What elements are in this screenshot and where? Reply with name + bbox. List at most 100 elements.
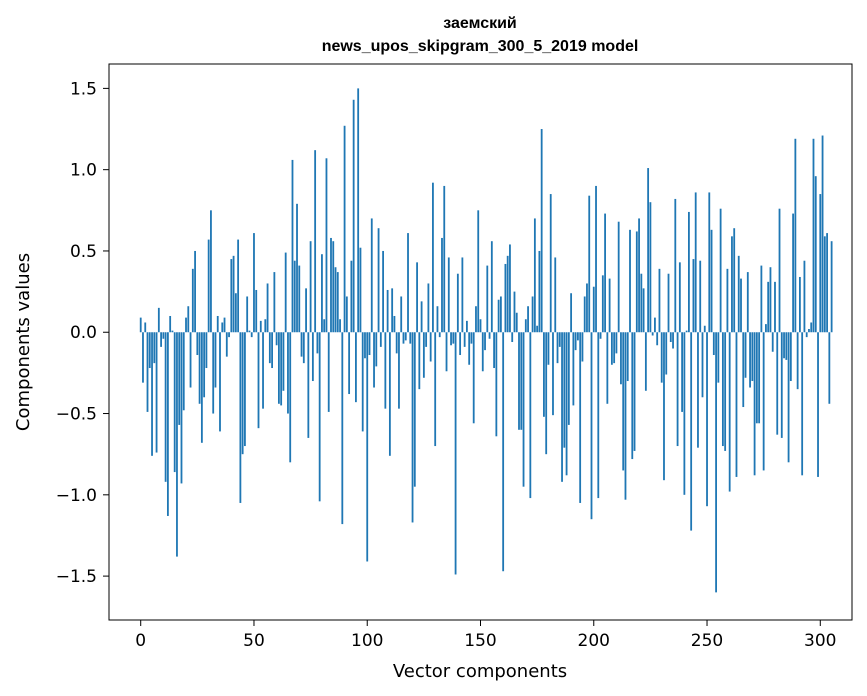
bar bbox=[221, 322, 224, 333]
bar bbox=[733, 228, 736, 333]
bar bbox=[536, 325, 539, 333]
bar bbox=[404, 332, 407, 341]
chart-title-line-2: news_upos_skipgram_300_5_2019 model bbox=[322, 38, 639, 55]
bar bbox=[479, 319, 482, 333]
bar bbox=[515, 312, 518, 333]
bar bbox=[703, 325, 706, 333]
bar bbox=[373, 332, 375, 388]
bar bbox=[488, 332, 491, 339]
bar bbox=[350, 260, 353, 333]
bar bbox=[767, 281, 770, 333]
bar bbox=[624, 332, 627, 500]
bar bbox=[669, 332, 672, 342]
bar bbox=[484, 332, 486, 351]
bar bbox=[631, 332, 634, 460]
bar bbox=[395, 332, 398, 354]
bar bbox=[817, 332, 819, 477]
bar bbox=[366, 332, 369, 562]
bar bbox=[586, 283, 588, 333]
bar bbox=[144, 322, 147, 333]
bar bbox=[803, 260, 806, 333]
bar bbox=[570, 293, 573, 333]
bar bbox=[678, 262, 681, 333]
bar bbox=[293, 260, 296, 333]
bar bbox=[561, 332, 563, 482]
bar bbox=[794, 138, 797, 333]
bar bbox=[769, 267, 772, 333]
bar bbox=[647, 168, 650, 333]
bar bbox=[783, 332, 785, 359]
bar bbox=[547, 332, 550, 365]
bar bbox=[416, 262, 418, 333]
bar bbox=[574, 332, 577, 351]
bar bbox=[191, 268, 194, 333]
bar bbox=[445, 332, 448, 372]
bar bbox=[164, 332, 167, 482]
bar bbox=[268, 332, 271, 364]
bar bbox=[162, 332, 165, 339]
bar bbox=[345, 296, 348, 333]
bar bbox=[601, 275, 604, 333]
bar bbox=[513, 291, 516, 333]
bar bbox=[683, 332, 686, 495]
bar bbox=[339, 319, 341, 333]
bar bbox=[169, 315, 172, 333]
bar bbox=[305, 288, 307, 333]
bar bbox=[651, 332, 654, 336]
x-tick-label: 150 bbox=[464, 631, 496, 651]
bar bbox=[153, 332, 156, 364]
bar bbox=[588, 195, 591, 333]
bar bbox=[393, 315, 396, 333]
bar bbox=[554, 257, 557, 333]
bar bbox=[719, 208, 722, 333]
bar bbox=[828, 332, 831, 404]
bar bbox=[635, 231, 638, 333]
bar bbox=[302, 332, 305, 364]
bar bbox=[649, 202, 652, 333]
bar bbox=[830, 241, 833, 333]
bar bbox=[178, 332, 181, 425]
bar bbox=[715, 332, 717, 593]
bar bbox=[785, 332, 788, 360]
bar bbox=[792, 213, 795, 333]
bar bbox=[316, 332, 319, 354]
bar bbox=[529, 332, 532, 499]
bar bbox=[264, 319, 267, 333]
bar bbox=[441, 237, 443, 333]
bar bbox=[142, 332, 144, 383]
bar bbox=[228, 332, 230, 338]
bar bbox=[531, 296, 534, 333]
bar bbox=[368, 332, 371, 356]
bar bbox=[461, 257, 464, 333]
bar bbox=[379, 332, 382, 347]
bar bbox=[753, 332, 756, 476]
bar bbox=[230, 259, 233, 333]
bar bbox=[690, 332, 693, 531]
bar bbox=[234, 293, 237, 333]
bar bbox=[735, 332, 738, 477]
bar bbox=[166, 332, 169, 516]
bar bbox=[443, 185, 446, 333]
bar bbox=[244, 332, 246, 447]
bar bbox=[780, 332, 783, 438]
bar bbox=[187, 306, 190, 333]
x-axis-ticks: 0 50 100 150 200 250 300 bbox=[135, 620, 837, 651]
y-tick-label: −0.5 bbox=[56, 405, 97, 425]
chart-title-line-1: заемский bbox=[443, 15, 517, 32]
bar bbox=[676, 332, 679, 447]
bar bbox=[758, 332, 761, 424]
bar bbox=[364, 332, 366, 359]
x-tick-label: 300 bbox=[804, 631, 836, 651]
bar bbox=[821, 135, 824, 333]
bar bbox=[710, 229, 713, 333]
bar bbox=[581, 332, 584, 362]
bar bbox=[427, 283, 430, 333]
bar bbox=[266, 283, 269, 333]
bar bbox=[357, 88, 360, 333]
bar bbox=[592, 286, 595, 333]
y-axis-ticks: −1.5 −1.0 −0.5 0.0 0.5 1.0 1.5 bbox=[56, 79, 109, 587]
bar bbox=[355, 332, 357, 403]
bar bbox=[665, 332, 668, 375]
bar bbox=[307, 332, 310, 438]
bar bbox=[706, 332, 708, 507]
